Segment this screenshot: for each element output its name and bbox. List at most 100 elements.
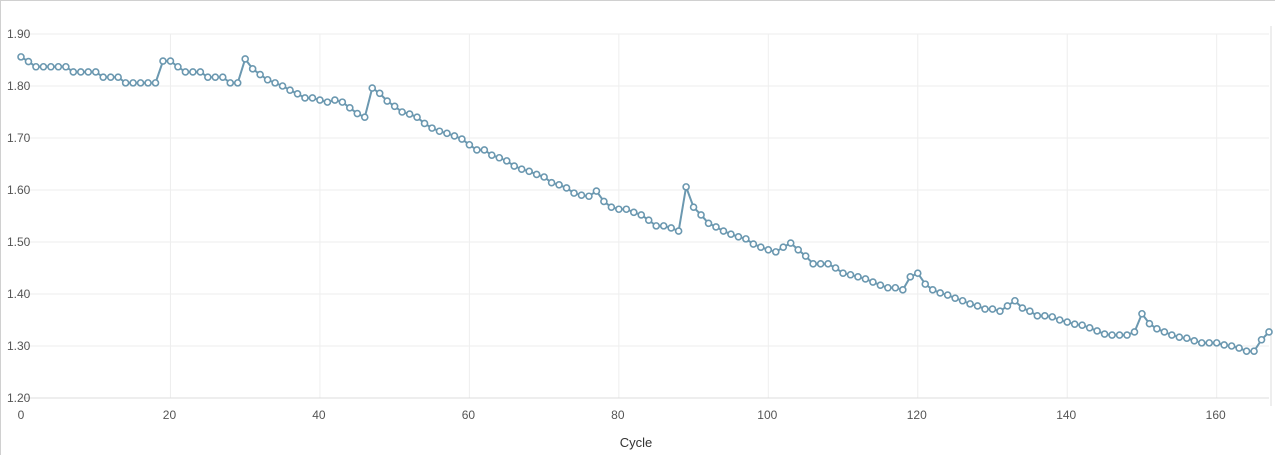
data-point[interactable] [540, 173, 548, 181]
data-point[interactable] [1123, 331, 1131, 339]
data-point[interactable] [1138, 309, 1146, 318]
data-point[interactable] [465, 140, 474, 149]
data-point[interactable] [301, 94, 309, 102]
data-point[interactable] [854, 273, 862, 281]
data-point[interactable] [99, 73, 107, 81]
data-point[interactable] [69, 68, 78, 76]
data-point[interactable] [988, 305, 997, 313]
data-point[interactable] [166, 57, 175, 65]
data-point[interactable] [144, 79, 152, 87]
data-point[interactable] [39, 62, 48, 71]
data-point[interactable] [495, 153, 504, 162]
data-point[interactable] [241, 55, 249, 63]
data-point[interactable] [487, 151, 496, 159]
data-point[interactable] [727, 230, 735, 238]
data-point[interactable] [1085, 323, 1094, 332]
data-point[interactable] [136, 79, 145, 87]
data-point[interactable] [278, 82, 287, 90]
data-point[interactable] [1257, 335, 1266, 344]
data-point[interactable] [1108, 331, 1116, 339]
data-point[interactable] [54, 62, 63, 71]
data-point[interactable] [891, 283, 900, 292]
data-point[interactable] [1055, 316, 1064, 324]
data-point[interactable] [174, 62, 182, 71]
data-point[interactable] [1063, 318, 1072, 326]
data-point[interactable] [801, 252, 810, 260]
data-point[interactable] [1011, 296, 1019, 305]
data-point[interactable] [1070, 320, 1079, 328]
data-point[interactable] [390, 102, 399, 111]
data-point[interactable] [876, 281, 885, 289]
data-point[interactable] [204, 73, 212, 81]
data-point[interactable] [637, 211, 646, 219]
data-point[interactable] [749, 240, 758, 248]
data-point[interactable] [816, 260, 825, 268]
data-point[interactable] [899, 286, 907, 294]
data-point[interactable] [420, 119, 429, 128]
data-point[interactable] [129, 79, 137, 87]
data-point[interactable] [1175, 333, 1184, 341]
data-point[interactable] [114, 73, 122, 81]
data-point[interactable] [428, 124, 436, 132]
data-point[interactable] [1197, 339, 1206, 347]
data-point[interactable] [839, 269, 847, 278]
data-point[interactable] [846, 270, 855, 279]
data-point[interactable] [779, 243, 788, 251]
data-point[interactable] [906, 273, 915, 281]
data-point[interactable] [181, 68, 190, 76]
data-point[interactable] [809, 260, 817, 268]
data-point[interactable] [331, 96, 339, 104]
data-point[interactable] [17, 53, 25, 61]
data-point[interactable] [719, 227, 728, 235]
data-point[interactable] [308, 94, 317, 102]
data-point[interactable] [368, 84, 377, 92]
data-point[interactable] [480, 146, 489, 154]
data-point[interactable] [913, 269, 922, 278]
data-point[interactable] [256, 70, 264, 79]
data-point[interactable] [24, 57, 33, 66]
data-point[interactable] [405, 110, 414, 118]
data-point[interactable] [189, 68, 197, 76]
data-point[interactable] [1130, 328, 1139, 336]
data-point[interactable] [286, 86, 294, 94]
data-point[interactable] [1250, 347, 1258, 356]
data-point[interactable] [794, 246, 803, 254]
data-point[interactable] [293, 90, 302, 98]
data-point[interactable] [921, 280, 930, 288]
data-point[interactable] [360, 113, 369, 121]
data-point[interactable] [1265, 328, 1273, 336]
data-point[interactable] [121, 79, 130, 87]
data-point[interactable] [861, 275, 870, 283]
data-point[interactable] [652, 222, 661, 230]
data-point[interactable] [884, 283, 892, 292]
data-point[interactable] [622, 205, 631, 214]
data-point[interactable] [338, 98, 347, 106]
data-point[interactable] [786, 239, 795, 247]
data-point[interactable] [667, 224, 675, 232]
data-point[interactable] [383, 97, 391, 105]
data-point[interactable] [757, 243, 765, 251]
data-point[interactable] [196, 68, 205, 76]
data-point[interactable] [629, 208, 638, 217]
data-point[interactable] [831, 264, 840, 272]
data-point[interactable] [1212, 339, 1221, 347]
data-point[interactable] [76, 68, 85, 76]
data-point[interactable] [547, 178, 556, 187]
data-point[interactable] [32, 62, 40, 71]
data-point[interactable] [771, 248, 780, 256]
data-point[interactable] [233, 79, 242, 87]
data-point[interactable] [1100, 330, 1109, 338]
data-point[interactable] [674, 227, 683, 235]
data-point[interactable] [824, 260, 832, 268]
data-point[interactable] [226, 79, 235, 87]
data-point[interactable] [682, 183, 690, 191]
data-point[interactable] [936, 289, 944, 297]
data-point[interactable] [323, 98, 332, 106]
data-point[interactable] [981, 305, 989, 313]
data-point[interactable] [734, 233, 743, 241]
data-point[interactable] [1048, 313, 1057, 321]
data-point[interactable] [570, 189, 578, 197]
data-point[interactable] [958, 296, 967, 305]
data-point[interactable] [1003, 302, 1012, 310]
data-point[interactable] [600, 197, 608, 206]
